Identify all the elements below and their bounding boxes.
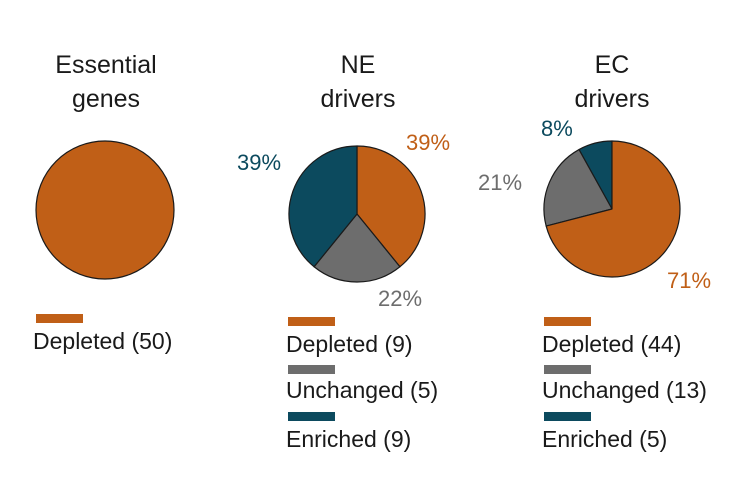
legend-2-enriched-label: Enriched (9) <box>286 426 412 452</box>
pie-3-enriched-pct: 8% <box>541 116 573 141</box>
pie-2-depleted-pct: 39% <box>406 130 451 155</box>
pie-2-unchanged-pct: 22% <box>378 286 423 311</box>
pie-1-slice-depleted <box>35 140 175 280</box>
pie-3-unchanged-pct: 21% <box>478 170 523 195</box>
pie-3-depleted-pct: 71% <box>667 268 712 293</box>
pie-2-title-line-2: drivers <box>320 85 396 113</box>
legend-2-depleted-label: Depleted (9) <box>286 331 413 357</box>
pie-3-title-line-1: EC <box>594 51 630 79</box>
legend-3-depleted-label: Depleted (44) <box>542 331 682 357</box>
pie-2-slice-unchanged <box>313 213 401 283</box>
pie-2 <box>288 145 426 283</box>
legend-1-depleted-label: Depleted (50) <box>33 328 173 354</box>
pie-3-title: EC drivers <box>522 48 702 116</box>
pie-2-slice-enriched <box>288 145 358 268</box>
pie-3-slice-depleted <box>545 140 681 278</box>
legend-3-enriched-swatch <box>544 412 591 421</box>
legend-3-enriched-label: Enriched (5) <box>542 426 668 452</box>
pie-3 <box>543 140 681 278</box>
pie-2-title-line-1: NE <box>340 51 376 79</box>
pie-1-title-line-1: Essential <box>55 51 157 79</box>
pie-2-slice-depleted <box>356 145 426 268</box>
legend-3-unchanged-swatch <box>544 365 591 374</box>
pie-1 <box>35 140 175 280</box>
pie-1-title: Essential genes <box>16 48 196 116</box>
legend-2-enriched-swatch <box>288 412 335 421</box>
legend-2-unchanged-label: Unchanged (5) <box>286 377 439 403</box>
legend-2-depleted-swatch <box>288 317 335 326</box>
pie-2-enriched-pct: 39% <box>237 150 282 175</box>
pie-1-title-line-2: genes <box>71 85 141 113</box>
legend-2-unchanged-swatch <box>288 365 335 374</box>
pie-3-title-line-2: drivers <box>574 85 650 113</box>
legend-3-unchanged-label: Unchanged (13) <box>542 377 707 403</box>
pie-2-title: NE drivers <box>268 48 448 116</box>
legend-3-depleted-swatch <box>544 317 591 326</box>
legend-1-depleted-swatch <box>36 314 83 323</box>
pie-3-slice-unchanged <box>543 148 613 227</box>
